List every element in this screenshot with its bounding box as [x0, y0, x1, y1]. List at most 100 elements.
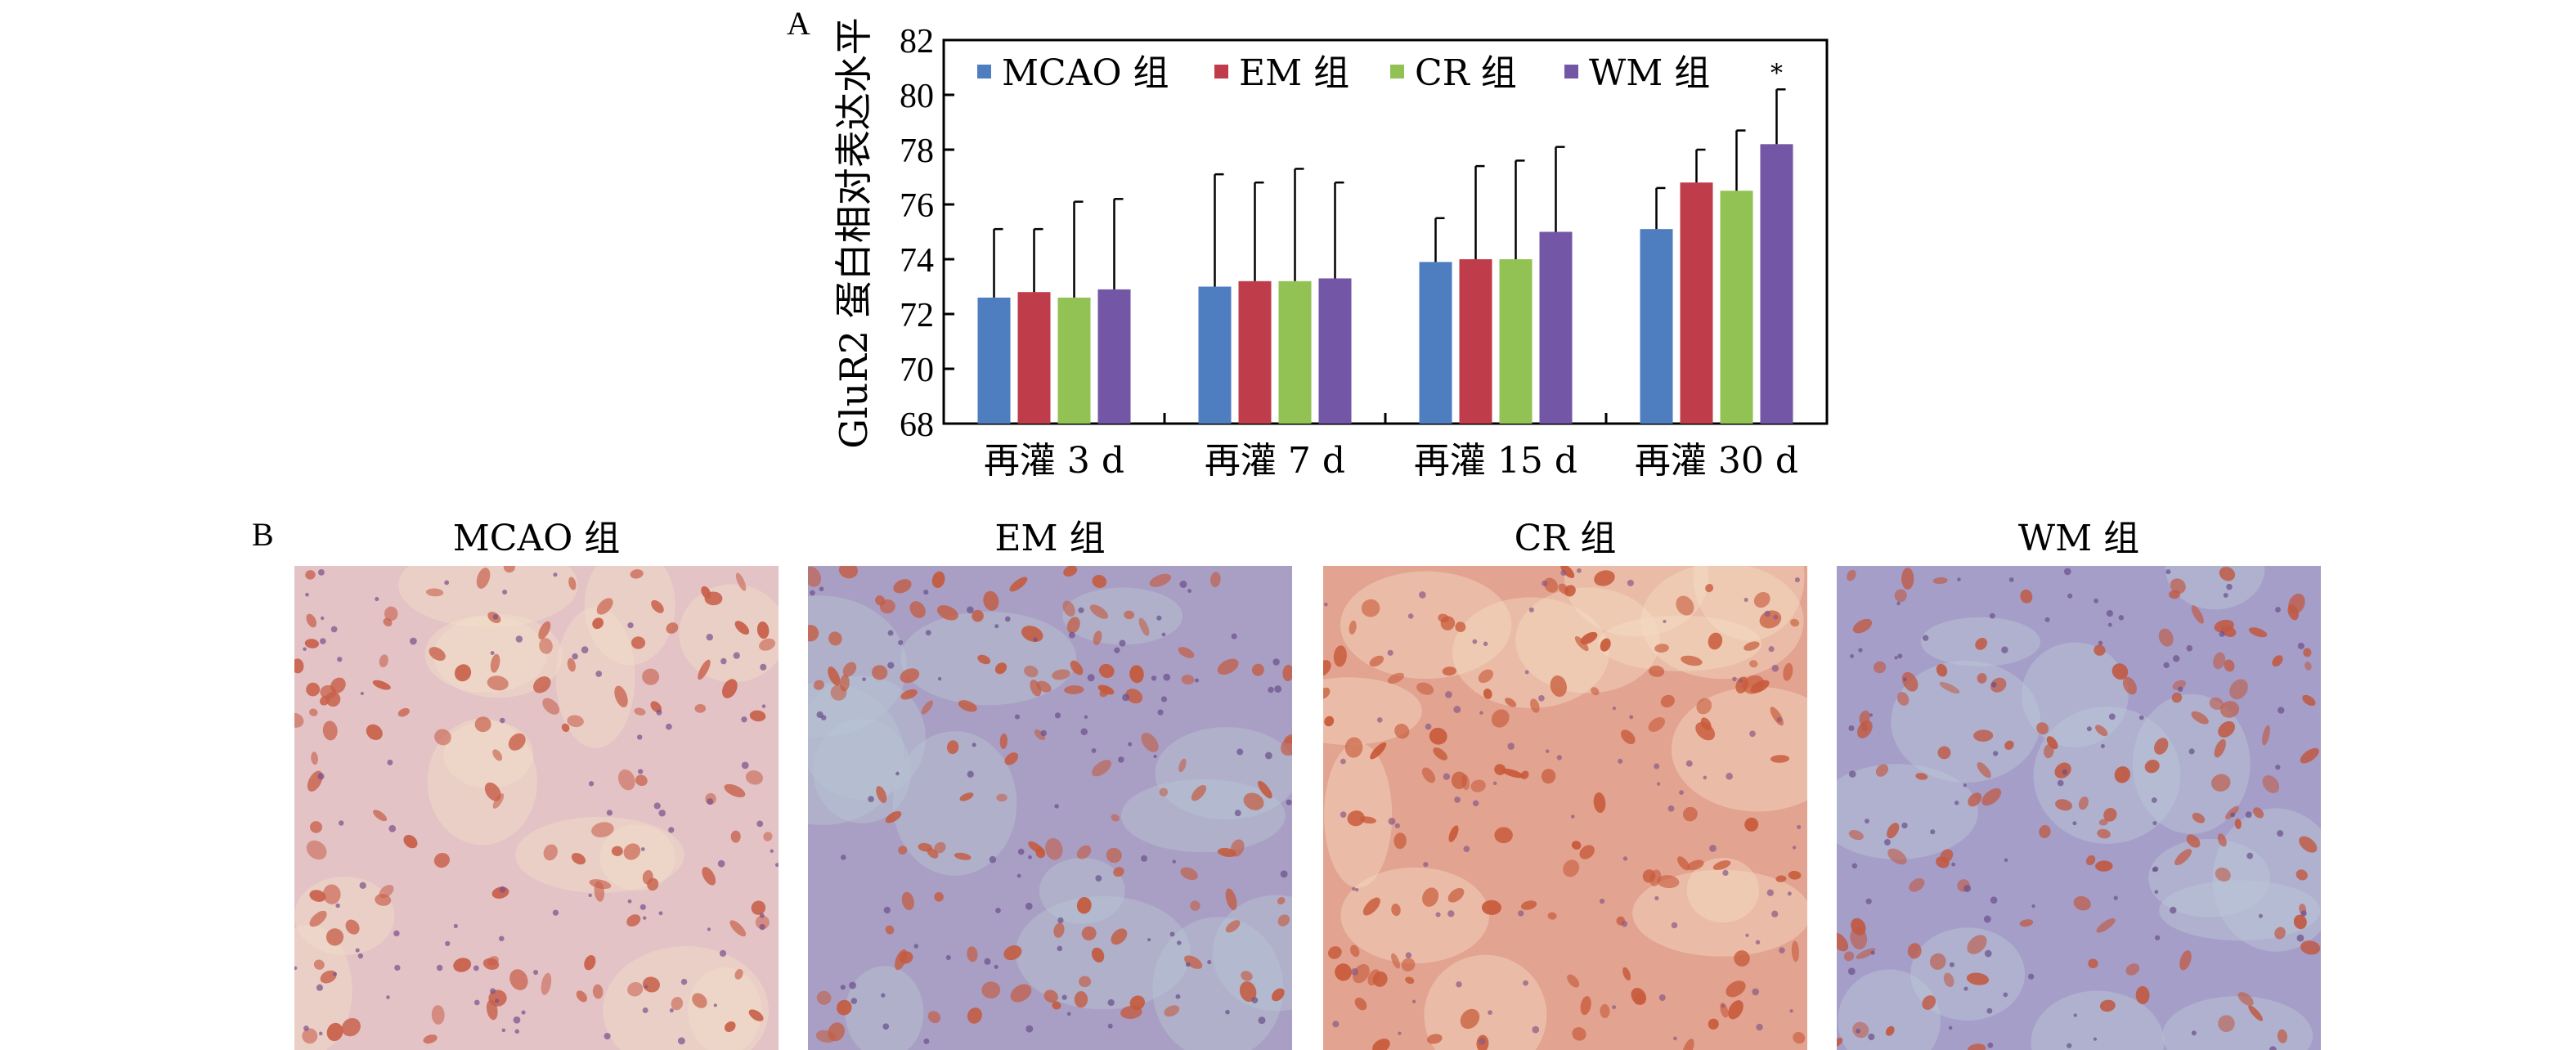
nucleus-dot	[436, 964, 443, 971]
stained-cell	[1901, 671, 1919, 692]
nucleus-dot	[1627, 579, 1634, 586]
nucleus-dot	[2191, 1030, 2197, 1036]
stained-cell	[1852, 1021, 1869, 1039]
stained-cell	[2179, 950, 2192, 971]
stained-cell	[2288, 593, 2305, 614]
stained-cell	[1052, 669, 1070, 680]
nucleus-dot	[1749, 730, 1756, 738]
nucleus-dot	[1858, 648, 1863, 653]
stained-cell	[1024, 665, 1039, 678]
stained-cell	[1323, 687, 1331, 699]
nucleus-dot	[1847, 967, 1856, 976]
nucleus-dot	[1456, 980, 1462, 988]
nucleus-dot	[1194, 678, 1200, 683]
nucleus-dot	[640, 904, 646, 910]
nucleus-dot	[1901, 822, 1908, 829]
nucleus-dot	[1897, 653, 1903, 659]
stained-cell	[594, 881, 605, 902]
stained-cell	[1043, 989, 1058, 1003]
bar	[1720, 191, 1753, 424]
stained-cell	[885, 810, 902, 823]
stained-cell	[1159, 788, 1169, 796]
nucleus-dot	[2297, 642, 2304, 649]
nucleus-dot	[2163, 662, 2170, 669]
stained-cell	[1837, 1037, 1843, 1048]
stained-cell	[918, 842, 933, 852]
nucleus-dot	[499, 886, 506, 893]
nucleus-dot	[2086, 726, 2092, 732]
stained-cell	[1541, 769, 1556, 784]
nucleus-dot	[394, 964, 401, 971]
nucleus-dot	[318, 1031, 323, 1036]
stained-cell	[542, 698, 560, 715]
stained-cell	[808, 566, 822, 587]
nucleus-dot	[1896, 601, 1901, 606]
stained-cell	[1021, 626, 1043, 643]
tissue-patch	[1340, 571, 1512, 680]
nucleus-dot	[1187, 589, 1192, 593]
tissue-patch	[2031, 990, 2165, 1050]
tissue-patch	[1062, 587, 1183, 645]
nucleus-dot	[1492, 781, 1497, 786]
stained-cell	[306, 682, 321, 697]
stained-cell	[1217, 658, 1239, 675]
tissue-patch	[398, 566, 578, 628]
stained-cell	[2171, 692, 2183, 703]
stained-cell	[1113, 867, 1124, 877]
nucleus-dot	[810, 590, 815, 596]
stained-cell	[1149, 573, 1172, 587]
stained-cell	[1677, 856, 1690, 871]
stained-cell	[2039, 824, 2051, 838]
tissue-patch	[1424, 954, 1547, 1050]
stained-cell	[1491, 709, 1510, 728]
nucleus-dot	[2154, 935, 2161, 940]
stained-cell	[2213, 652, 2226, 670]
stained-cell	[2004, 740, 2014, 750]
nucleus-dot	[1954, 801, 1959, 805]
stained-cell	[306, 840, 327, 860]
nucleus-dot	[642, 1007, 648, 1013]
tissue-patch	[679, 584, 779, 683]
stained-cell	[623, 843, 641, 860]
nucleus-dot	[2178, 686, 2183, 692]
nucleus-dot	[1447, 910, 1455, 918]
nucleus-dot	[1773, 614, 1779, 620]
y-tick-label: 70	[900, 352, 934, 389]
stained-cell	[1547, 912, 1557, 920]
tissue-patch	[1452, 597, 1609, 708]
stained-cell	[630, 569, 644, 579]
stained-cell	[2158, 628, 2174, 647]
tissue-background	[808, 566, 1292, 1050]
tissue-patch	[1837, 764, 1978, 859]
stained-cell	[345, 919, 360, 935]
x-tick-label: 再灌 7 d	[1205, 440, 1345, 482]
nucleus-dot	[1388, 817, 1396, 825]
nucleus-dot	[1234, 810, 1241, 817]
y-tick-label: 76	[900, 187, 934, 225]
nucleus-dot	[761, 704, 766, 708]
stained-cell	[1744, 641, 1760, 651]
stained-cell	[2229, 679, 2248, 700]
nucleus-dot	[2094, 598, 2099, 604]
nucleus-dot	[913, 944, 918, 949]
stained-cell	[1447, 887, 1465, 903]
stained-cell	[893, 579, 912, 594]
nucleus-dot	[2186, 644, 2193, 652]
nucleus-dot	[1755, 940, 1761, 945]
stained-cell	[423, 1034, 438, 1044]
nucleus-dot	[759, 923, 765, 931]
nucleus-dot	[2278, 707, 2285, 714]
stained-cell	[2144, 759, 2160, 774]
stained-cell	[626, 914, 641, 927]
stained-cell	[2277, 1029, 2287, 1043]
tissue-patch	[1910, 927, 2026, 1021]
nucleus-dot	[1622, 856, 1628, 861]
nucleus-dot	[1856, 1028, 1860, 1034]
stained-cell	[1481, 900, 1501, 915]
nucleus-dot	[2219, 630, 2225, 637]
stained-cell	[508, 733, 526, 751]
stained-cell	[1009, 577, 1028, 592]
nucleus-dot	[1114, 647, 1120, 653]
stained-cell	[2073, 895, 2091, 911]
stained-cell	[931, 571, 945, 589]
